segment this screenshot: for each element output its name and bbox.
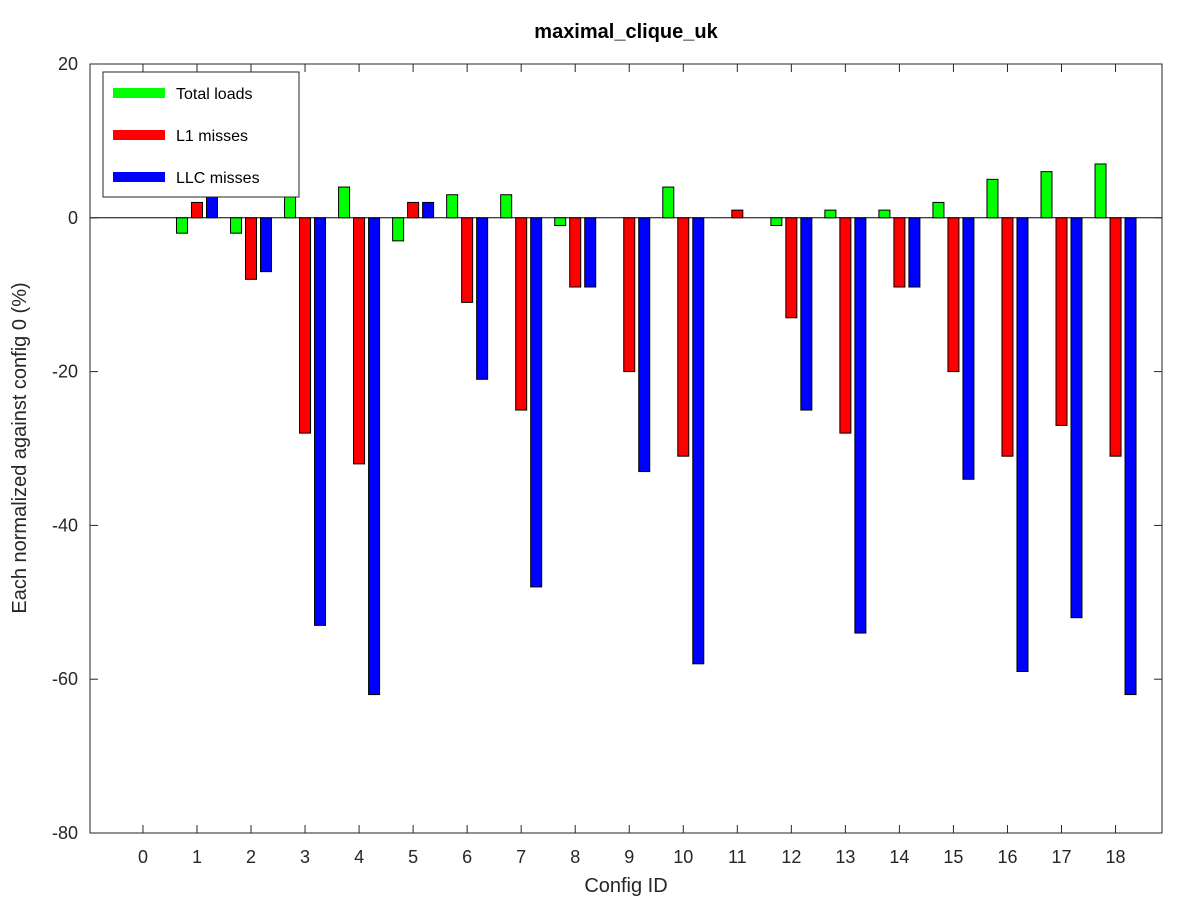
y-axis-label: Each normalized against config 0 (%) — [9, 282, 31, 613]
x-tick-label: 14 — [889, 847, 909, 867]
bar-l1-misses — [407, 201, 420, 219]
y-tick-label: -80 — [52, 823, 78, 843]
bar-total-loads — [1094, 163, 1107, 219]
bar-llc-misses — [476, 217, 489, 380]
legend-label: L1 misses — [176, 128, 248, 145]
legend-swatch — [113, 130, 165, 140]
x-tick-label: 15 — [943, 847, 963, 867]
bar-total-loads — [554, 217, 567, 226]
bar-l1-misses — [677, 217, 690, 457]
x-tick-label: 5 — [408, 847, 418, 867]
x-tick-label: 2 — [246, 847, 256, 867]
bar-llc-misses — [422, 201, 435, 219]
bar-llc-misses — [638, 217, 651, 473]
legend-swatch — [113, 172, 165, 182]
bar-llc-misses — [314, 217, 327, 626]
bar-l1-misses — [190, 201, 203, 219]
bar-total-loads — [175, 217, 188, 234]
bar-l1-misses — [839, 217, 852, 434]
bar-l1-misses — [623, 217, 636, 373]
legend-label: Total loads — [176, 86, 253, 103]
x-tick-label: 7 — [516, 847, 526, 867]
axes-frame — [89, 63, 1163, 834]
x-tick-label: 3 — [300, 847, 310, 867]
bar-total-loads — [1040, 171, 1053, 219]
bar-l1-misses — [893, 217, 906, 288]
x-tick-label: 12 — [781, 847, 801, 867]
x-tick-label: 9 — [624, 847, 634, 867]
legend: Total loads L1 misses LLC misses — [102, 71, 300, 198]
bar-llc-misses — [584, 217, 597, 288]
bar-llc-misses — [692, 217, 705, 665]
bar-total-loads — [500, 194, 513, 219]
y-tick-label: 0 — [68, 208, 78, 228]
bar-llc-misses — [908, 217, 921, 288]
bar-llc-misses — [1016, 217, 1029, 673]
bar-l1-misses — [1001, 217, 1014, 457]
bar-l1-misses — [515, 217, 528, 411]
y-tick-label: 20 — [58, 54, 78, 74]
bar-llc-misses — [1124, 217, 1137, 696]
bar-total-loads — [446, 194, 459, 219]
x-axis-label: Config ID — [584, 875, 667, 897]
bar-llc-misses — [368, 217, 381, 696]
bar-llc-misses — [260, 217, 273, 273]
bar-total-loads — [770, 217, 783, 226]
bar-total-loads — [878, 209, 891, 219]
bar-total-loads — [932, 201, 945, 219]
bar-llc-misses — [854, 217, 867, 634]
bar-total-loads — [986, 178, 999, 219]
chart-title: maximal_clique_uk — [534, 21, 718, 43]
y-tick-label: -40 — [52, 515, 78, 535]
bar-llc-misses — [962, 217, 975, 480]
bar-l1-misses — [947, 217, 960, 373]
bar-l1-misses — [731, 209, 744, 219]
bar-total-loads — [230, 217, 243, 234]
bar-llc-misses — [1070, 217, 1083, 619]
x-tick-label: 8 — [570, 847, 580, 867]
bar-total-loads — [284, 194, 297, 219]
legend-label: LLC misses — [176, 170, 260, 187]
bar-total-loads — [392, 217, 405, 242]
bar-l1-misses — [461, 217, 474, 303]
bar-l1-misses — [1109, 217, 1122, 457]
x-tick-label: 10 — [673, 847, 693, 867]
bar-l1-misses — [1055, 217, 1068, 426]
x-tick-label: 0 — [138, 847, 148, 867]
bar-l1-misses — [785, 217, 798, 319]
bar-llc-misses — [530, 217, 543, 588]
x-tick-label: 6 — [462, 847, 472, 867]
legend-swatch — [113, 88, 165, 98]
x-tick-label: 16 — [997, 847, 1017, 867]
bar-l1-misses — [569, 217, 582, 288]
y-tick-label: -20 — [52, 362, 78, 382]
bar-llc-misses — [800, 217, 813, 411]
bar-total-loads — [824, 209, 837, 219]
x-tick-label: 17 — [1051, 847, 1071, 867]
x-tick-label: 13 — [835, 847, 855, 867]
x-tick-label: 4 — [354, 847, 364, 867]
x-tick-label: 1 — [192, 847, 202, 867]
y-tick-label: -60 — [52, 669, 78, 689]
x-tick-label: 18 — [1106, 847, 1126, 867]
bar-l1-misses — [245, 217, 258, 280]
bar-total-loads — [338, 186, 351, 219]
bar-total-loads — [662, 186, 675, 219]
bar-l1-misses — [299, 217, 312, 434]
bar-l1-misses — [353, 217, 366, 465]
x-tick-label: 11 — [728, 847, 747, 867]
